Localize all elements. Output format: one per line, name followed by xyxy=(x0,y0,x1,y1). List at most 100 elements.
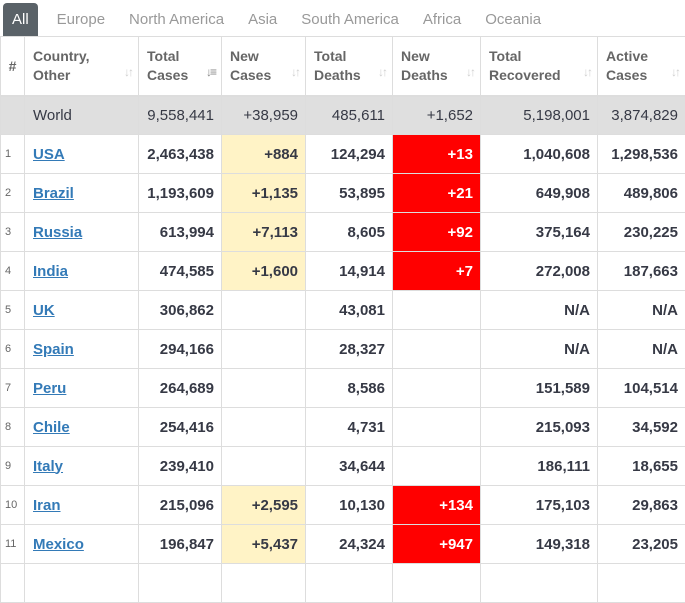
total-recovered-cell: 175,103 xyxy=(481,486,598,525)
active-cases-cell: N/A xyxy=(598,330,685,369)
total-deaths-cell: 14,914 xyxy=(306,252,393,291)
total-recovered-cell xyxy=(481,564,598,603)
tab-europe[interactable]: Europe xyxy=(45,10,117,36)
total-deaths-cell: 485,611 xyxy=(306,96,393,135)
new-deaths-cell: +134 xyxy=(393,486,481,525)
country-link[interactable]: Chile xyxy=(33,419,70,436)
new-cases-cell xyxy=(222,564,306,603)
column-header-country[interactable]: Country,Other↓↑ xyxy=(25,37,139,97)
country-cell: Iran xyxy=(25,486,139,525)
row-number: 5 xyxy=(1,291,25,330)
new-cases-cell: +1,600 xyxy=(222,252,306,291)
total-deaths-cell: 24,324 xyxy=(306,525,393,564)
new-deaths-cell xyxy=(393,408,481,447)
row-number xyxy=(1,96,25,135)
total-recovered-cell: 149,318 xyxy=(481,525,598,564)
country-link[interactable]: Peru xyxy=(33,380,66,397)
row-number: 8 xyxy=(1,408,25,447)
country-cell: Russia xyxy=(25,213,139,252)
active-cases-cell: 3,874,829 xyxy=(598,96,685,135)
total-cases-cell: 613,994 xyxy=(139,213,222,252)
country-link[interactable]: Italy xyxy=(33,458,63,475)
tab-all[interactable]: All xyxy=(3,3,38,36)
row-number: 6 xyxy=(1,330,25,369)
active-cases-cell: 230,225 xyxy=(598,213,685,252)
new-cases-cell xyxy=(222,408,306,447)
country-link[interactable]: Mexico xyxy=(33,536,84,553)
total-deaths-cell: 10,130 xyxy=(306,486,393,525)
new-deaths-cell: +1,652 xyxy=(393,96,481,135)
total-deaths-cell: 4,731 xyxy=(306,408,393,447)
country-link[interactable]: Russia xyxy=(33,224,82,241)
new-cases-cell: +5,437 xyxy=(222,525,306,564)
tab-north-america[interactable]: North America xyxy=(117,10,236,36)
tab-asia[interactable]: Asia xyxy=(236,10,289,36)
country-link[interactable]: USA xyxy=(33,146,65,163)
sort-arrows-icon[interactable]: ↓↑ xyxy=(378,63,386,82)
country-cell: Chile xyxy=(25,408,139,447)
total-cases-cell: 1,193,609 xyxy=(139,174,222,213)
country-link[interactable]: Iran xyxy=(33,497,61,514)
total-cases-cell: 254,416 xyxy=(139,408,222,447)
active-cases-cell xyxy=(598,564,685,603)
total-cases-cell: 474,585 xyxy=(139,252,222,291)
sort-arrows-icon[interactable]: ↓↑ xyxy=(671,63,679,82)
country-link[interactable]: Brazil xyxy=(33,185,74,202)
new-cases-cell: +38,959 xyxy=(222,96,306,135)
active-cases-cell: 489,806 xyxy=(598,174,685,213)
total-recovered-cell: 151,589 xyxy=(481,369,598,408)
row-number: 9 xyxy=(1,447,25,486)
country-name: World xyxy=(25,96,139,135)
world-total-row: World 9,558,441 +38,959 485,611 +1,652 5… xyxy=(1,96,685,135)
total-recovered-cell: 1,040,608 xyxy=(481,135,598,174)
total-recovered-cell: 272,008 xyxy=(481,252,598,291)
country-cell: India xyxy=(25,252,139,291)
new-deaths-cell: +13 xyxy=(393,135,481,174)
active-cases-cell: 187,663 xyxy=(598,252,685,291)
region-tabs: All Europe North America Asia South Amer… xyxy=(0,0,685,36)
total-recovered-cell: N/A xyxy=(481,330,598,369)
total-deaths-cell: 53,895 xyxy=(306,174,393,213)
total-deaths-cell xyxy=(306,564,393,603)
row-number: 10 xyxy=(1,486,25,525)
new-cases-cell xyxy=(222,447,306,486)
country-link[interactable]: Spain xyxy=(33,341,74,358)
tab-africa[interactable]: Africa xyxy=(411,10,473,36)
sort-arrows-icon[interactable]: ↓↑ xyxy=(291,63,299,82)
tab-south-america[interactable]: South America xyxy=(289,10,411,36)
country-link[interactable]: UK xyxy=(33,302,55,319)
tab-oceania[interactable]: Oceania xyxy=(473,10,553,36)
row-number: 4 xyxy=(1,252,25,291)
country-link[interactable]: India xyxy=(33,263,68,280)
country-cell xyxy=(25,564,139,603)
new-deaths-cell xyxy=(393,291,481,330)
total-cases-cell: 264,689 xyxy=(139,369,222,408)
sort-arrows-icon[interactable]: ↓↑ xyxy=(583,63,591,82)
country-cell: UK xyxy=(25,291,139,330)
country-cell: Spain xyxy=(25,330,139,369)
sort-arrows-icon[interactable]: ↓↑ xyxy=(124,63,132,82)
sort-descending-icon[interactable]: ↓≡ xyxy=(206,63,215,82)
row-number: 7 xyxy=(1,369,25,408)
new-deaths-cell: +947 xyxy=(393,525,481,564)
new-deaths-cell xyxy=(393,330,481,369)
active-cases-cell: 104,514 xyxy=(598,369,685,408)
sort-arrows-icon[interactable]: ↓↑ xyxy=(466,63,474,82)
active-cases-cell: 29,863 xyxy=(598,486,685,525)
row-number: 1 xyxy=(1,135,25,174)
active-cases-cell: N/A xyxy=(598,291,685,330)
total-cases-cell xyxy=(139,564,222,603)
active-cases-cell: 1,298,536 xyxy=(598,135,685,174)
active-cases-cell: 23,205 xyxy=(598,525,685,564)
